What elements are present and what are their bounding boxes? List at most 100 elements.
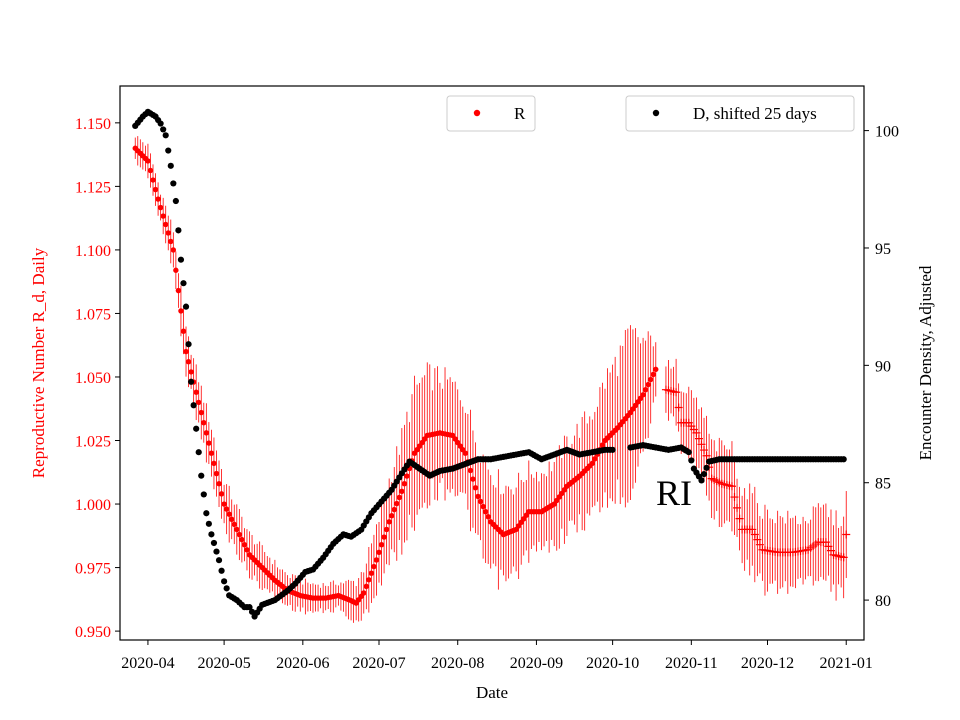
r-point [648,376,654,383]
right-y-axis-title: Encounter Density, Adjusted [916,265,935,460]
d-point [177,256,185,263]
d-point [208,531,215,538]
d-point [160,126,167,133]
d-point [190,402,197,409]
x-tick-label: 2020-06 [276,655,329,672]
r-point [206,440,212,446]
d-point [248,608,256,615]
legend-r-marker [473,109,481,117]
r-projection-point [700,446,709,455]
d-point [223,585,230,592]
d-point [162,132,169,139]
x-tick-label: 2020-07 [352,655,405,672]
r-point [241,542,248,548]
r-point [188,369,194,375]
r-point [196,399,202,406]
left-y-tick-label: 1.000 [75,497,111,514]
legend-d-marker [652,109,660,117]
r-point [170,247,177,253]
d-point [187,378,195,385]
x-tick-label: 2020-10 [586,655,639,672]
legend-d-box [625,95,855,132]
d-point [246,604,253,611]
r-point [231,521,237,528]
r-point [155,196,161,202]
r-point [650,371,656,378]
r-point [396,494,403,501]
r-point [485,514,491,520]
r-projection-point [748,525,757,534]
legend-r-label: R [514,104,526,123]
d-point [840,456,847,463]
r-projection-point [839,553,848,562]
left-y-axis-title: Reproductive Number R_d, Daily [29,247,48,478]
right-y-tick-label: 90 [875,358,891,375]
r-point [152,186,159,193]
r-point [642,386,649,393]
d-point [195,449,202,456]
d-point [213,548,220,555]
r-point [376,549,382,556]
r-point [147,167,154,174]
r-point [168,238,174,245]
left-y-tick-label: 0.975 [75,561,111,578]
r-point [399,488,405,495]
right-y-tick-label: 85 [875,476,891,493]
left-y-tick-label: 0.950 [75,624,111,641]
r-point [482,508,489,515]
r-point [378,542,385,548]
left-y-tick-label: 1.025 [75,434,111,451]
r-point [371,563,377,570]
r-projection-point [826,546,835,555]
r-point [229,516,235,522]
r-projection-point [750,530,759,539]
d-point [165,147,172,154]
r-point [180,328,187,334]
d-point [193,425,200,432]
ri-annotation: RI [656,473,692,513]
r-point [239,536,245,543]
d-point [200,491,207,498]
d-point [175,227,182,234]
r-point [150,177,156,183]
d-point [210,539,218,547]
x-tick-label: 2020-04 [121,655,174,672]
r-point [236,531,243,538]
right-y-axis-ticks: 80 85 90 95 100 [864,124,899,610]
x-tick-label: 2020-11 [665,655,718,672]
r-point [599,442,606,448]
d-point [698,477,705,484]
legend-d-label: D, shifted 25 days [693,104,817,123]
r-point [201,420,207,426]
r-point [203,430,210,436]
plot-frame [119,85,865,641]
left-y-tick-label: 1.150 [75,116,111,133]
r-point [145,158,151,164]
d-point [170,180,177,187]
r-point [244,547,250,553]
r-point [221,501,227,507]
r-point [467,467,474,474]
r-point [645,381,651,388]
left-y-tick-label: 1.050 [75,370,111,387]
d-point [203,510,210,517]
r-point [386,519,392,525]
r-point [193,389,199,395]
r-point [653,366,659,373]
d-point [609,446,616,453]
r-projection-point [692,428,701,437]
d-point [218,567,225,574]
r-point [394,500,400,507]
r-point [211,460,217,467]
r-point [160,213,166,219]
d-point [703,464,710,471]
r-point [366,577,372,583]
left-y-axis-ticks: 0.950 0.975 1.000 1.025 1.050 1.075 1.100 1.125… [75,116,120,641]
r-point [589,460,596,467]
d-point [688,457,695,464]
r-point [175,287,182,294]
r-projection-point [727,482,736,491]
left-y-tick-label: 1.125 [75,179,111,196]
r-point [185,359,192,365]
